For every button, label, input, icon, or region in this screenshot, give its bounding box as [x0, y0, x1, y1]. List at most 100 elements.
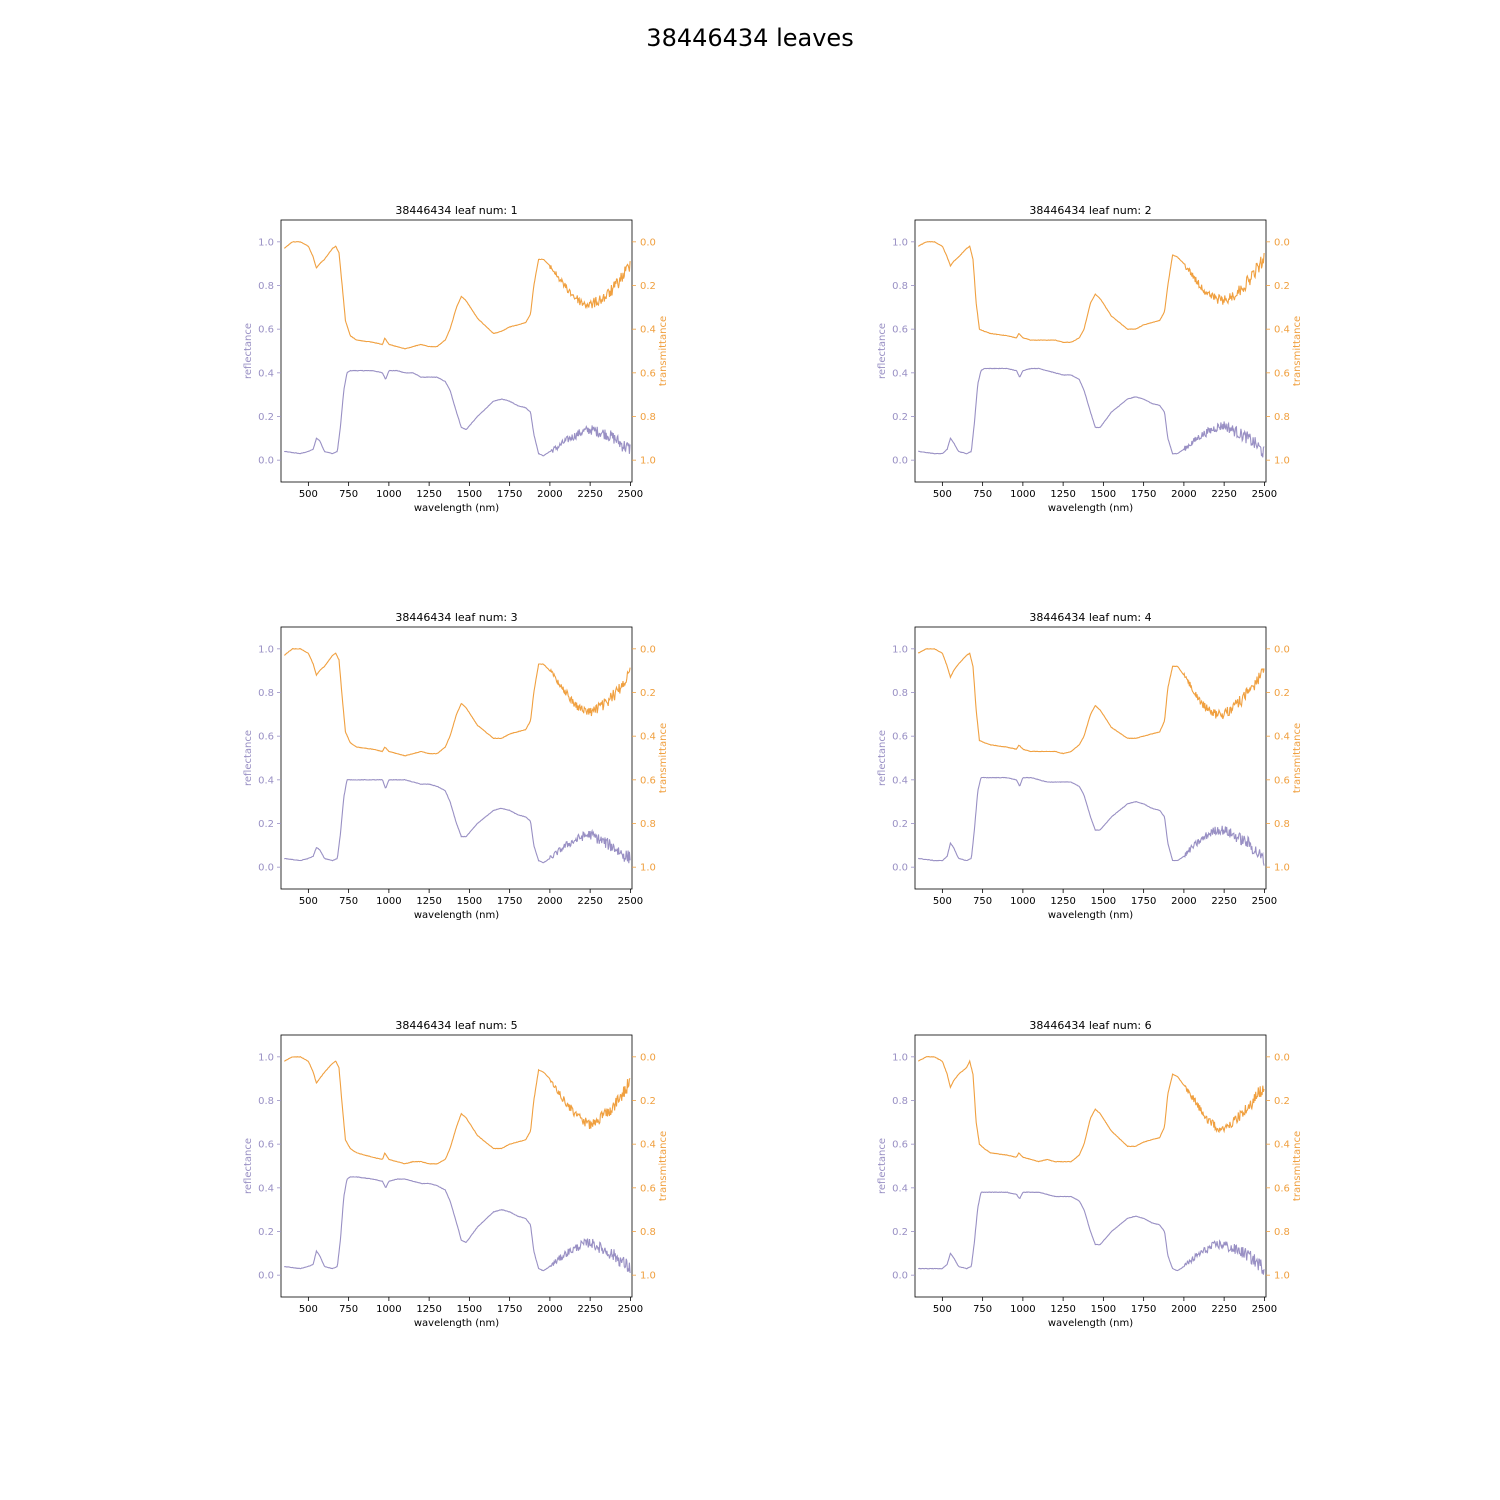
y2-tick-label: 0.0 — [1274, 237, 1290, 248]
y-tick-label: 0.2 — [258, 1227, 274, 1238]
x-tick-label: 1250 — [1050, 489, 1075, 500]
y-tick-label: 0.4 — [892, 368, 908, 379]
plot-frame — [280, 1034, 633, 1298]
y2-tick-label: 0.2 — [1274, 688, 1290, 699]
x-tick-label: 500 — [933, 896, 952, 907]
y-tick-label: 1.0 — [892, 644, 908, 655]
x-tick-label: 1250 — [1050, 1304, 1075, 1315]
x-tick-label: 500 — [299, 896, 318, 907]
x-tick-label: 500 — [299, 1304, 318, 1315]
x-tick-label: 1750 — [1131, 489, 1156, 500]
x-tick-label: 1500 — [457, 896, 482, 907]
subplot-3: 38446434 leaf num: 3 500 750 1000 1250 1500 17… — [243, 611, 669, 921]
transmittance-line — [284, 647, 631, 757]
y2-tick-label: 1.0 — [1274, 1271, 1290, 1282]
x-tick-label: 1250 — [416, 896, 441, 907]
y-axis-label: reflectance — [877, 730, 888, 786]
y2-tick-label: 1.0 — [640, 863, 656, 874]
subplot-2: 38446434 leaf num: 2 500 750 1000 1250 1500 17… — [877, 204, 1303, 514]
y2-tick-label: 0.6 — [1274, 1183, 1290, 1194]
transmittance-line — [917, 647, 1265, 755]
plot-frame — [280, 219, 633, 483]
x-tick-label: 1000 — [1010, 1304, 1035, 1315]
x-tick-label: 500 — [933, 1304, 952, 1315]
y2-tick-label: 0.8 — [640, 1227, 656, 1238]
x-axis-label: wavelength (nm) — [1048, 910, 1133, 921]
figure-title: 38446434 leaves — [646, 24, 854, 52]
reflectance-line — [284, 1176, 631, 1274]
x-tick-label: 2000 — [1171, 1304, 1196, 1315]
y-tick-label: 0.8 — [892, 688, 908, 699]
y-tick-label: 0.8 — [258, 688, 274, 699]
y2-tick-label: 0.8 — [1274, 412, 1290, 423]
x-tick-label: 2500 — [1252, 1304, 1277, 1315]
subplot-5: 38446434 leaf num: 5 500 750 1000 1250 1500 17… — [243, 1019, 669, 1329]
y2-tick-label: 0.4 — [640, 1140, 656, 1151]
x-tick-label: 2250 — [1211, 489, 1236, 500]
y2-tick-label: 0.0 — [1274, 1052, 1290, 1063]
y-tick-label: 0.6 — [258, 1140, 274, 1151]
x-tick-label: 2000 — [537, 489, 562, 500]
reflectance-line — [918, 367, 1265, 458]
y2-tick-label: 1.0 — [1274, 863, 1290, 874]
y-tick-label: 0.6 — [258, 325, 274, 336]
y-tick-label: 1.0 — [258, 237, 274, 248]
y-tick-label: 0.0 — [258, 863, 274, 874]
x-tick-label: 1500 — [1091, 896, 1116, 907]
subplot-title: 38446434 leaf num: 4 — [1029, 611, 1151, 624]
y2-tick-label: 1.0 — [1274, 456, 1290, 467]
y2-tick-label: 1.0 — [640, 456, 656, 467]
y2-axis-label: transmittance — [658, 1131, 669, 1201]
x-tick-label: 1500 — [457, 489, 482, 500]
y-tick-label: 1.0 — [892, 237, 908, 248]
x-tick-label: 1250 — [416, 1304, 441, 1315]
x-tick-label: 1000 — [1010, 489, 1035, 500]
x-axis-label: wavelength (nm) — [1048, 503, 1133, 514]
x-tick-label: 750 — [973, 489, 992, 500]
y-tick-label: 0.8 — [892, 1096, 908, 1107]
x-tick-label: 1250 — [1050, 896, 1075, 907]
y-tick-label: 0.2 — [892, 412, 908, 423]
y2-tick-label: 0.0 — [640, 237, 656, 248]
y-tick-label: 0.4 — [258, 775, 274, 786]
x-tick-label: 1750 — [497, 896, 522, 907]
x-tick-label: 2250 — [1211, 896, 1236, 907]
y-tick-label: 0.6 — [892, 1140, 908, 1151]
y2-tick-label: 0.8 — [1274, 1227, 1290, 1238]
y-tick-label: 0.2 — [892, 819, 908, 830]
x-tick-label: 2250 — [577, 1304, 602, 1315]
reflectance-line — [284, 369, 631, 457]
y-tick-label: 0.6 — [892, 325, 908, 336]
subplot-title: 38446434 leaf num: 3 — [395, 611, 517, 624]
subplot-4: 38446434 leaf num: 4 500 750 1000 1250 1500 17… — [877, 611, 1303, 921]
y-tick-label: 1.0 — [892, 1052, 908, 1063]
x-tick-label: 2500 — [1252, 896, 1277, 907]
y2-tick-label: 0.6 — [640, 775, 656, 786]
subplot-6: 38446434 leaf num: 6 500 750 1000 1250 1500 17… — [877, 1019, 1303, 1329]
y-tick-label: 0.4 — [258, 368, 274, 379]
reflectance-line — [918, 776, 1265, 866]
subplot-title: 38446434 leaf num: 2 — [1029, 204, 1151, 217]
x-tick-label: 1500 — [1091, 489, 1116, 500]
x-tick-label: 500 — [299, 489, 318, 500]
x-tick-label: 750 — [973, 896, 992, 907]
y-tick-label: 0.0 — [258, 456, 274, 467]
y-tick-label: 0.4 — [892, 1183, 908, 1194]
x-tick-label: 750 — [973, 1304, 992, 1315]
x-axis-label: wavelength (nm) — [414, 503, 499, 514]
transmittance-line — [283, 240, 631, 350]
y2-axis-label: transmittance — [1292, 316, 1303, 386]
y-tick-label: 0.0 — [892, 456, 908, 467]
y2-tick-label: 0.0 — [640, 1052, 656, 1063]
y2-tick-label: 0.0 — [640, 644, 656, 655]
subplot-title: 38446434 leaf num: 6 — [1029, 1019, 1151, 1032]
transmittance-line — [284, 1055, 631, 1165]
y2-tick-label: 0.8 — [1274, 819, 1290, 830]
x-tick-label: 1750 — [497, 1304, 522, 1315]
y2-tick-label: 0.4 — [640, 325, 656, 336]
x-tick-label: 2500 — [618, 1304, 643, 1315]
y2-tick-label: 0.6 — [1274, 775, 1290, 786]
x-tick-label: 750 — [339, 489, 358, 500]
x-tick-label: 750 — [339, 896, 358, 907]
